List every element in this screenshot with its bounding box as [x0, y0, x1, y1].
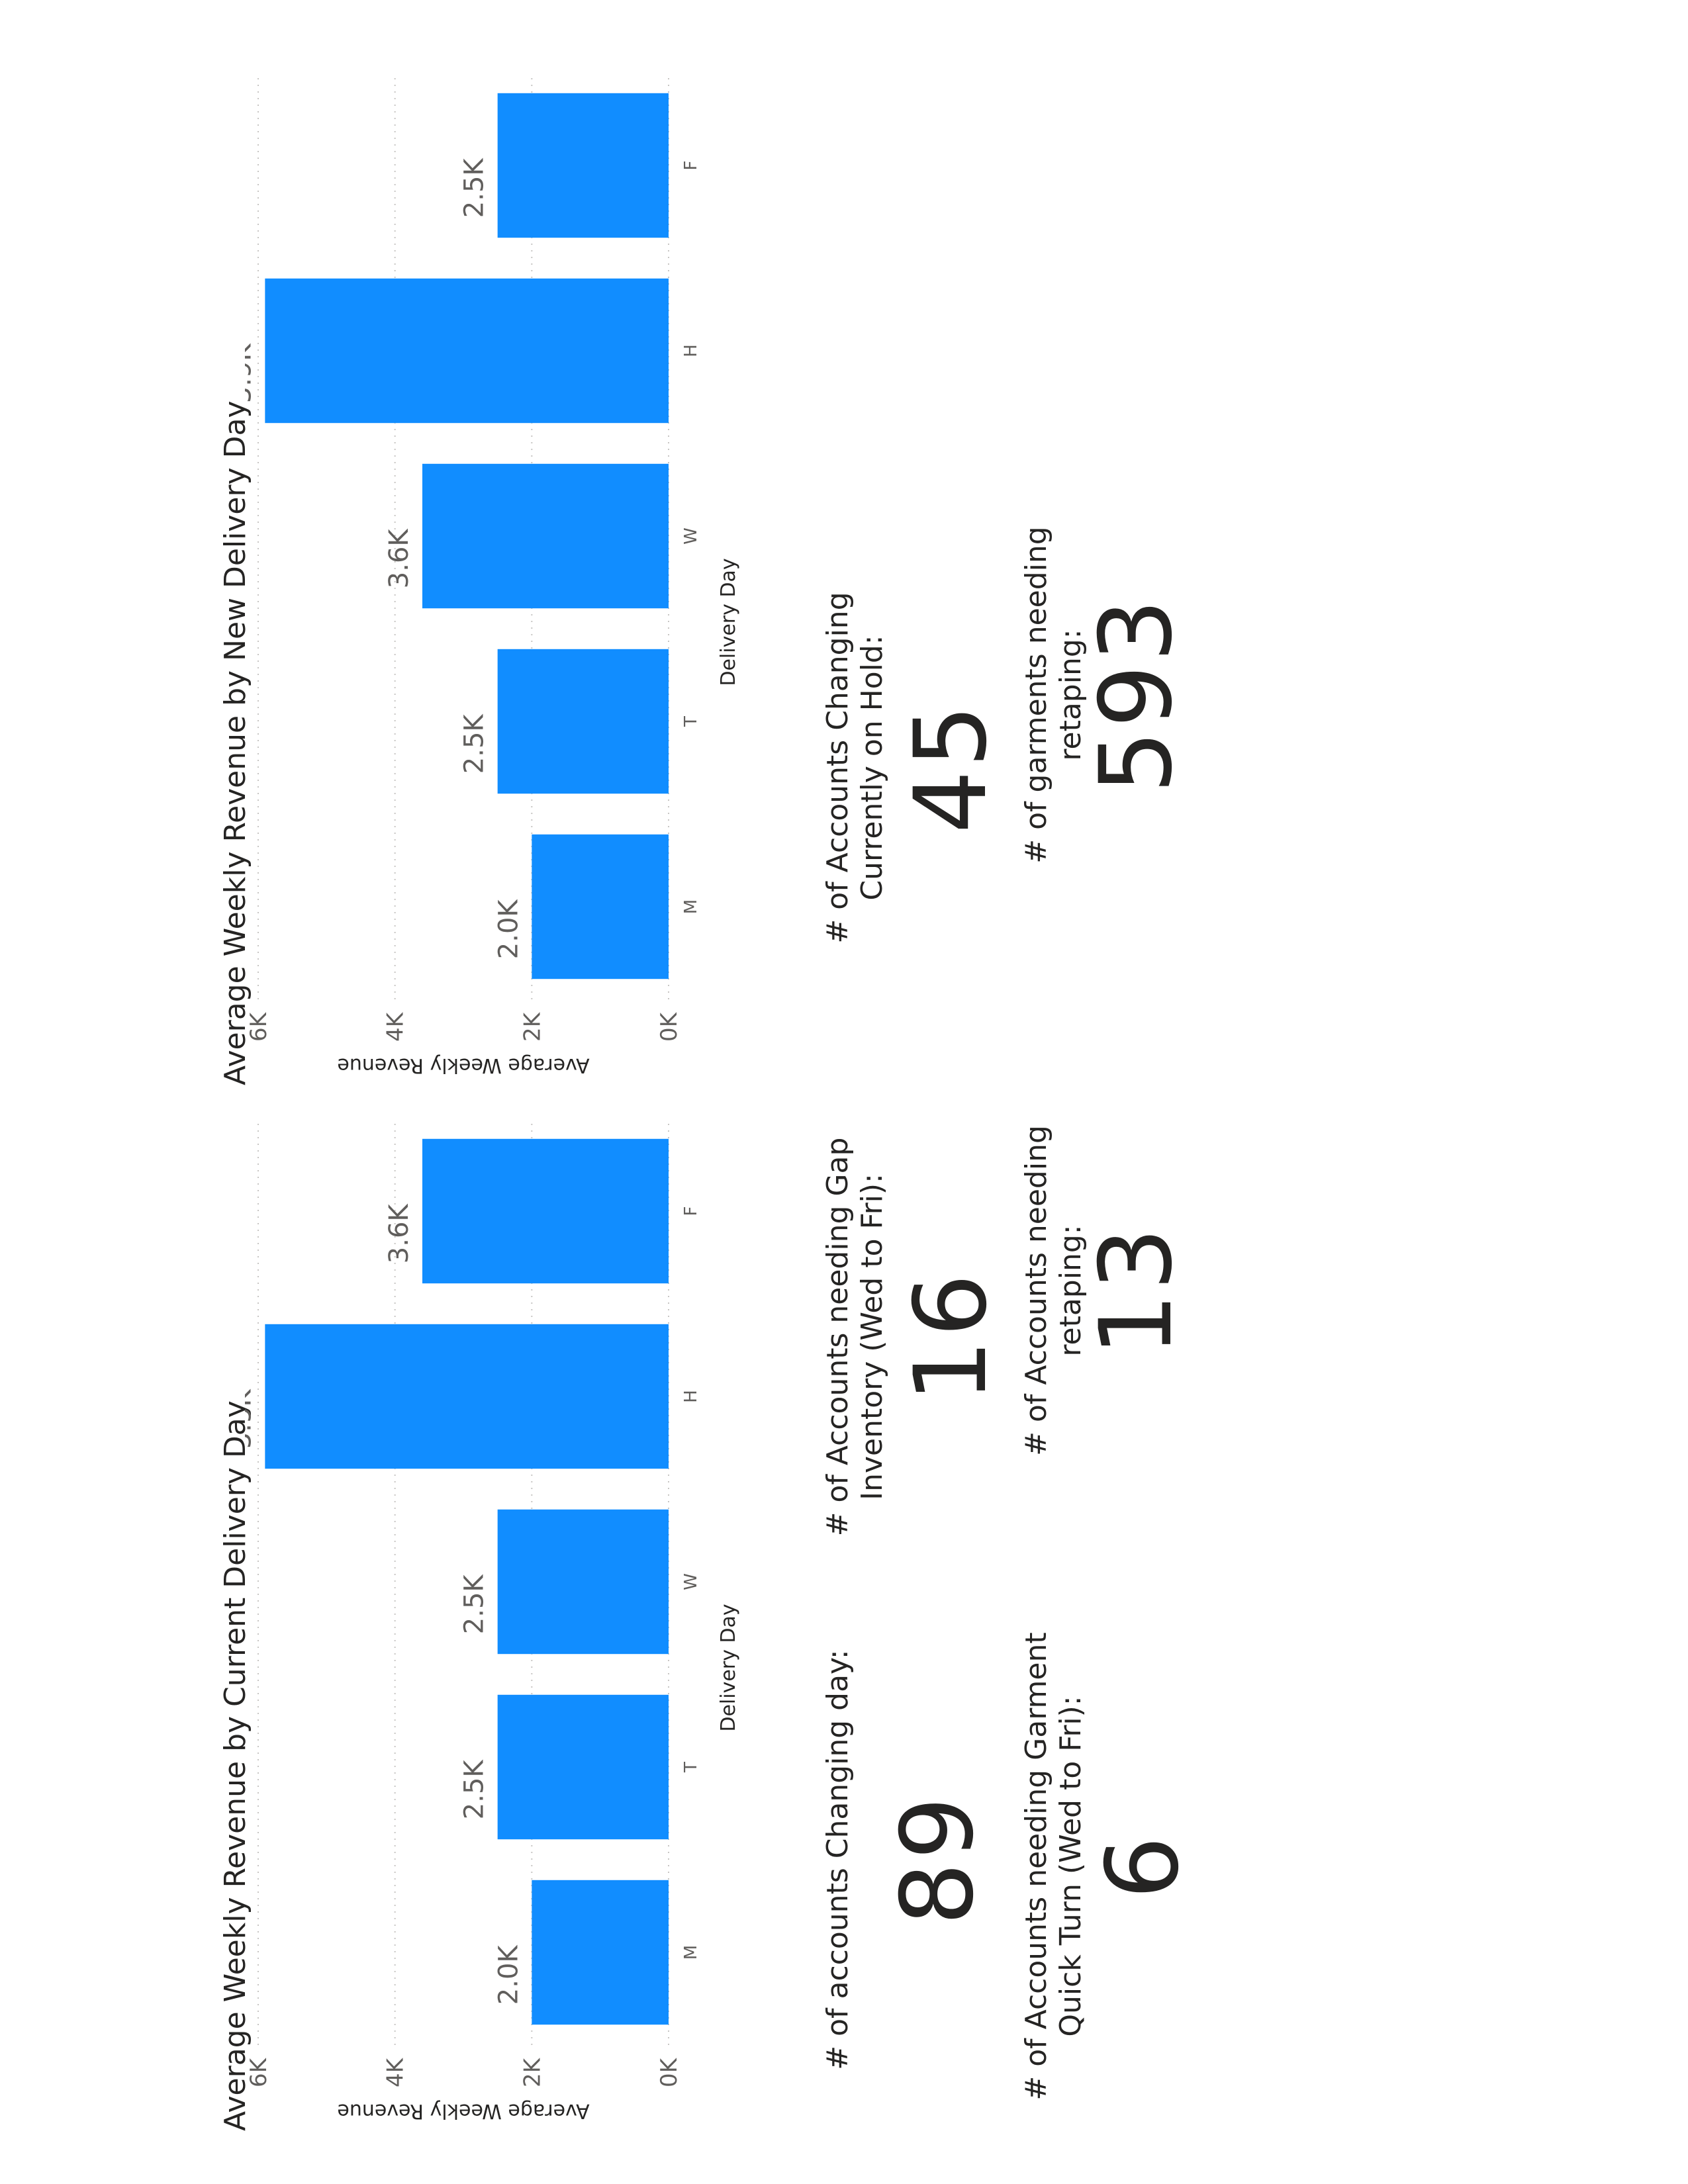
data-label: 3.6K [384, 528, 414, 589]
y-axis-label: Average Weekly Revenue [337, 2099, 589, 2122]
x-tick-label: M [681, 899, 701, 914]
bar [497, 1509, 669, 1655]
bar [532, 1880, 669, 2025]
x-tick-label: T [681, 1762, 701, 1773]
bar [265, 1324, 669, 1469]
kpi-quick-turn-label: # of Accounts needing Garment Quick Turn… [1019, 1632, 1088, 2101]
kpi-gap-inventory-value: 16 [894, 1271, 1009, 1403]
bar [497, 93, 669, 238]
current-delivery-chart: Average Weekly Revenue by Current Delive… [218, 1112, 814, 2131]
bar [497, 649, 669, 794]
data-label: 5.9K [245, 343, 257, 404]
x-axis-label: Delivery Day [717, 558, 740, 686]
kpi-changing-day-label: # of accounts Changing day: [821, 1649, 855, 2070]
kpi-accounts-retaping-label: # of Accounts needing retaping: [1019, 1125, 1088, 1456]
y-tick-label: 0K [656, 1011, 682, 1042]
data-label: 2.5K [459, 713, 490, 774]
data-label: 3.6K [384, 1203, 414, 1264]
y-tick-label: 4K [383, 1011, 409, 1042]
x-tick-label: T [681, 716, 701, 727]
new-delivery-bar-chart: 0K 2K 4K 6K Average Weekly Revenue 2.0K M 2.5K T… [245, 73, 740, 1077]
x-tick-label: M [681, 1945, 701, 1960]
kpi-changing-day-value: 89 [880, 1794, 996, 1926]
data-label: 2.5K [459, 1574, 490, 1635]
kpi-accounts-retaping-value: 13 [1079, 1224, 1194, 1357]
bar [497, 1694, 669, 1840]
kpi-quick-turn-value: 6 [1086, 1833, 1201, 1899]
y-tick-label: 4K [383, 2057, 409, 2087]
y-tick-label: 2K [519, 2057, 545, 2087]
x-tick-label: F [681, 1206, 701, 1216]
x-tick-label: F [681, 161, 701, 171]
x-tick-label: H [681, 344, 701, 357]
y-tick-label: 2K [519, 1011, 545, 1042]
bar [532, 834, 669, 979]
y-tick-label: 6K [246, 2057, 272, 2087]
kpi-garments-retaping-label: # of garments needing retaping: [1019, 526, 1088, 864]
new-delivery-chart: Average Weekly Revenue by New Delivery D… [218, 66, 814, 1085]
kpi-on-hold-label: # of Accounts Changing Currently on Hold… [821, 592, 889, 944]
x-axis-label: Delivery Day [717, 1604, 740, 1731]
x-tick-label: H [681, 1390, 701, 1403]
kpi-on-hold-value: 45 [894, 702, 1009, 834]
kpi-gap-inventory-label: # of Accounts needing Gap Inventory (Wed… [821, 1137, 889, 1537]
x-tick-label: W [681, 527, 701, 545]
kpi-garments-retaping-value: 593 [1079, 596, 1194, 794]
bar [422, 463, 669, 609]
current-delivery-bar-chart: 0K 2K 4K 6K Average Weekly Revenue 2.0K M 2.5K T… [245, 1118, 740, 2122]
data-label: 2.0K [493, 899, 524, 960]
bar [422, 1138, 669, 1284]
data-label: 2.5K [459, 158, 490, 218]
data-label: 2.0K [493, 1944, 524, 2005]
y-tick-label: 0K [656, 2057, 682, 2087]
bar [265, 278, 669, 424]
y-axis-label: Average Weekly Revenue [337, 1054, 589, 1077]
y-tick-label: 6K [246, 1011, 272, 1042]
data-label: 5.9K [245, 1388, 257, 1449]
data-label: 2.5K [459, 1759, 490, 1820]
x-tick-label: W [681, 1573, 701, 1590]
